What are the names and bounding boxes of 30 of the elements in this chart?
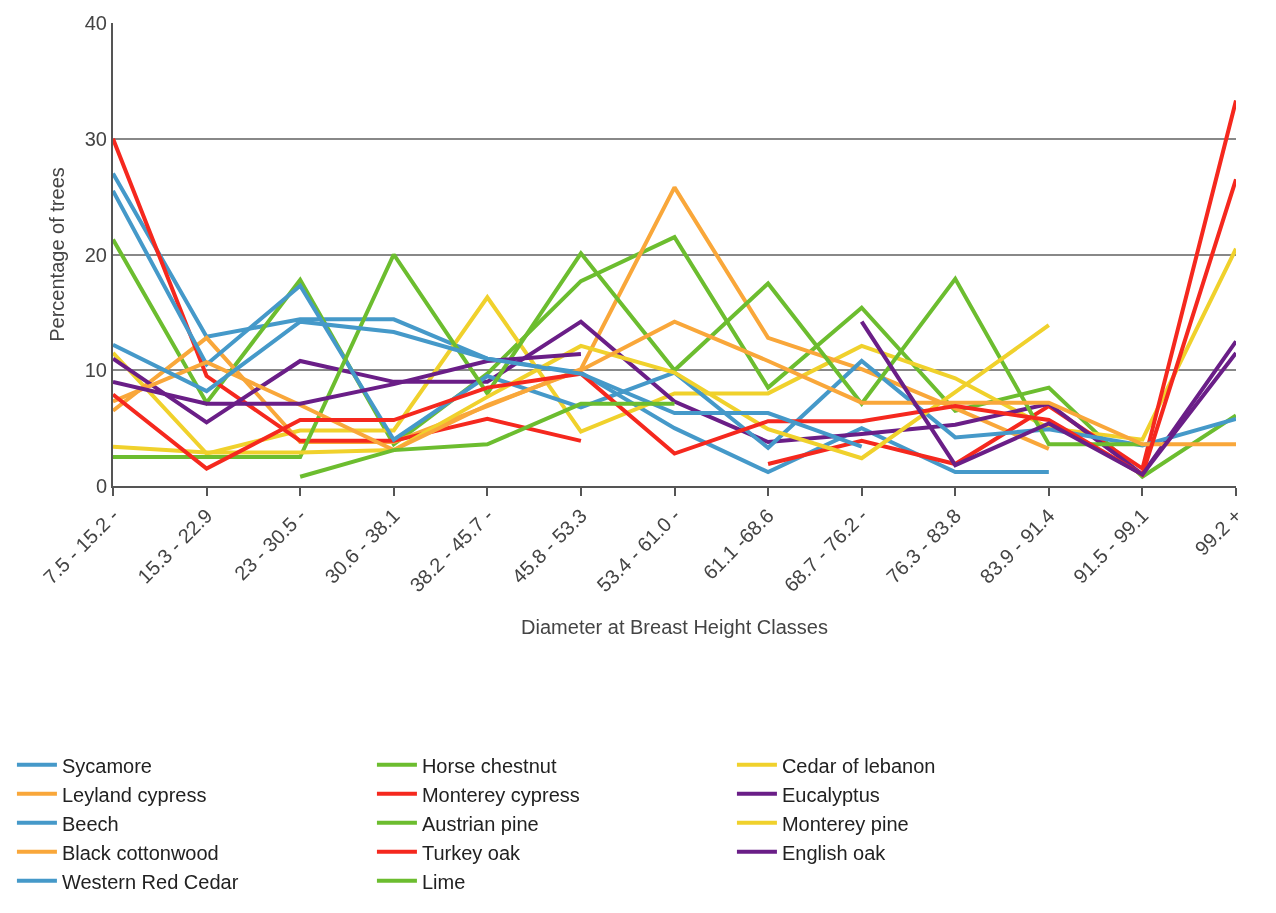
legend-label: Western Red Cedar <box>61 870 239 893</box>
legend-label: Monterey pine <box>781 812 909 835</box>
legend-label: Horse chestnut <box>421 754 557 777</box>
y-axis-title: Percentage of trees <box>45 167 68 342</box>
y-tick-label: 10 <box>84 359 107 382</box>
legend-label: Black cottonwood <box>61 841 219 864</box>
legend-label: Lime <box>421 870 466 893</box>
x-tick-label: 68.7 - 76.2 - <box>779 504 872 597</box>
y-tick-label: 0 <box>95 475 107 497</box>
x-tick-label: 83.9 - 91.4 <box>975 504 1059 588</box>
legend-label: Cedar of lebanon <box>781 754 936 777</box>
x-tick-label: 99.2 + <box>1190 504 1246 560</box>
x-tick-label: 30.6 - 38.1 <box>320 504 404 588</box>
legend-label: Eucalyptus <box>781 783 880 806</box>
legend-label: Beech <box>61 812 119 835</box>
x-tick-label: 45.8 - 53.3 <box>507 504 591 588</box>
legend-label: Monterey cypress <box>421 783 580 806</box>
x-tick-label: 38.2 - 45.7 - <box>405 504 498 597</box>
x-tick-label: 53.4 - 61.0 - <box>592 504 685 597</box>
y-tick-label: 30 <box>84 127 107 150</box>
x-tick-label: 7.5 - 15.2 - <box>38 504 123 589</box>
y-tick-label: 20 <box>84 243 107 266</box>
x-tick-label: 76.3 - 83.8 <box>881 504 966 588</box>
x-axis-title: Diameter at Breast Height Classes <box>521 616 828 639</box>
legend-label: Turkey oak <box>421 841 522 864</box>
legend-label: English oak <box>781 841 887 864</box>
legend-label: Sycamore <box>61 754 152 777</box>
legend-label: Austrian pine <box>421 812 539 835</box>
y-tick-label: 40 <box>84 12 107 34</box>
legend-label: Leyland cypress <box>61 783 207 806</box>
